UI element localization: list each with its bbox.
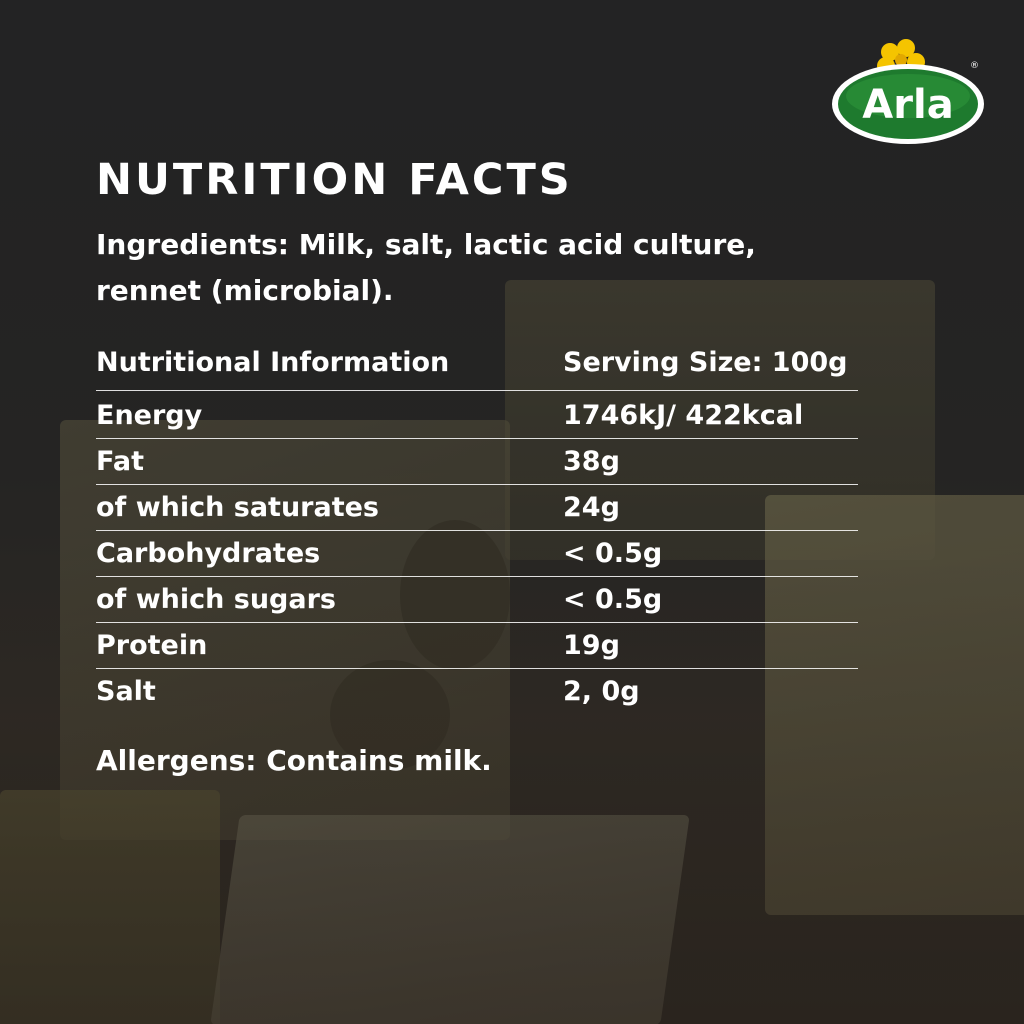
row-label: of which saturates: [96, 492, 379, 523]
row-value: 2, 0g: [563, 676, 640, 707]
ingredients-text: Ingredients: Milk, salt, lactic acid cul…: [96, 228, 756, 307]
header-serving-size: Serving Size: 100g: [563, 347, 848, 378]
row-value: < 0.5g: [563, 584, 663, 615]
row-value: < 0.5g: [563, 538, 663, 569]
row-label: Protein: [96, 630, 208, 661]
row-label: of which sugars: [96, 584, 336, 615]
logo-text: Arla: [862, 82, 953, 128]
table-row: Fat 38g: [96, 439, 858, 485]
row-value: 24g: [563, 492, 620, 523]
nutrition-table: Nutritional Information Serving Size: 10…: [96, 336, 858, 714]
header-label: Nutritional Information: [96, 347, 450, 378]
allergens-text: Allergens: Contains milk.: [96, 744, 492, 777]
page-title: NUTRITION FACTS: [96, 155, 573, 205]
row-label: Fat: [96, 446, 144, 477]
table-row: Protein 19g: [96, 623, 858, 669]
arla-logo: Arla ®: [832, 39, 984, 144]
row-value: 38g: [563, 446, 620, 477]
table-row: Salt 2, 0g: [96, 669, 858, 714]
row-value: 19g: [563, 630, 620, 661]
table-row: Energy 1746kJ/ 422kcal: [96, 393, 858, 439]
table-header: Nutritional Information Serving Size: 10…: [96, 336, 858, 391]
table-row: of which sugars < 0.5g: [96, 577, 858, 623]
svg-text:®: ®: [970, 61, 979, 71]
row-value: 1746kJ/ 422kcal: [563, 400, 804, 431]
row-label: Carbohydrates: [96, 538, 321, 569]
row-label: Energy: [96, 400, 203, 431]
table-row: of which saturates 24g: [96, 485, 858, 531]
row-label: Salt: [96, 676, 156, 707]
table-row: Carbohydrates < 0.5g: [96, 531, 858, 577]
